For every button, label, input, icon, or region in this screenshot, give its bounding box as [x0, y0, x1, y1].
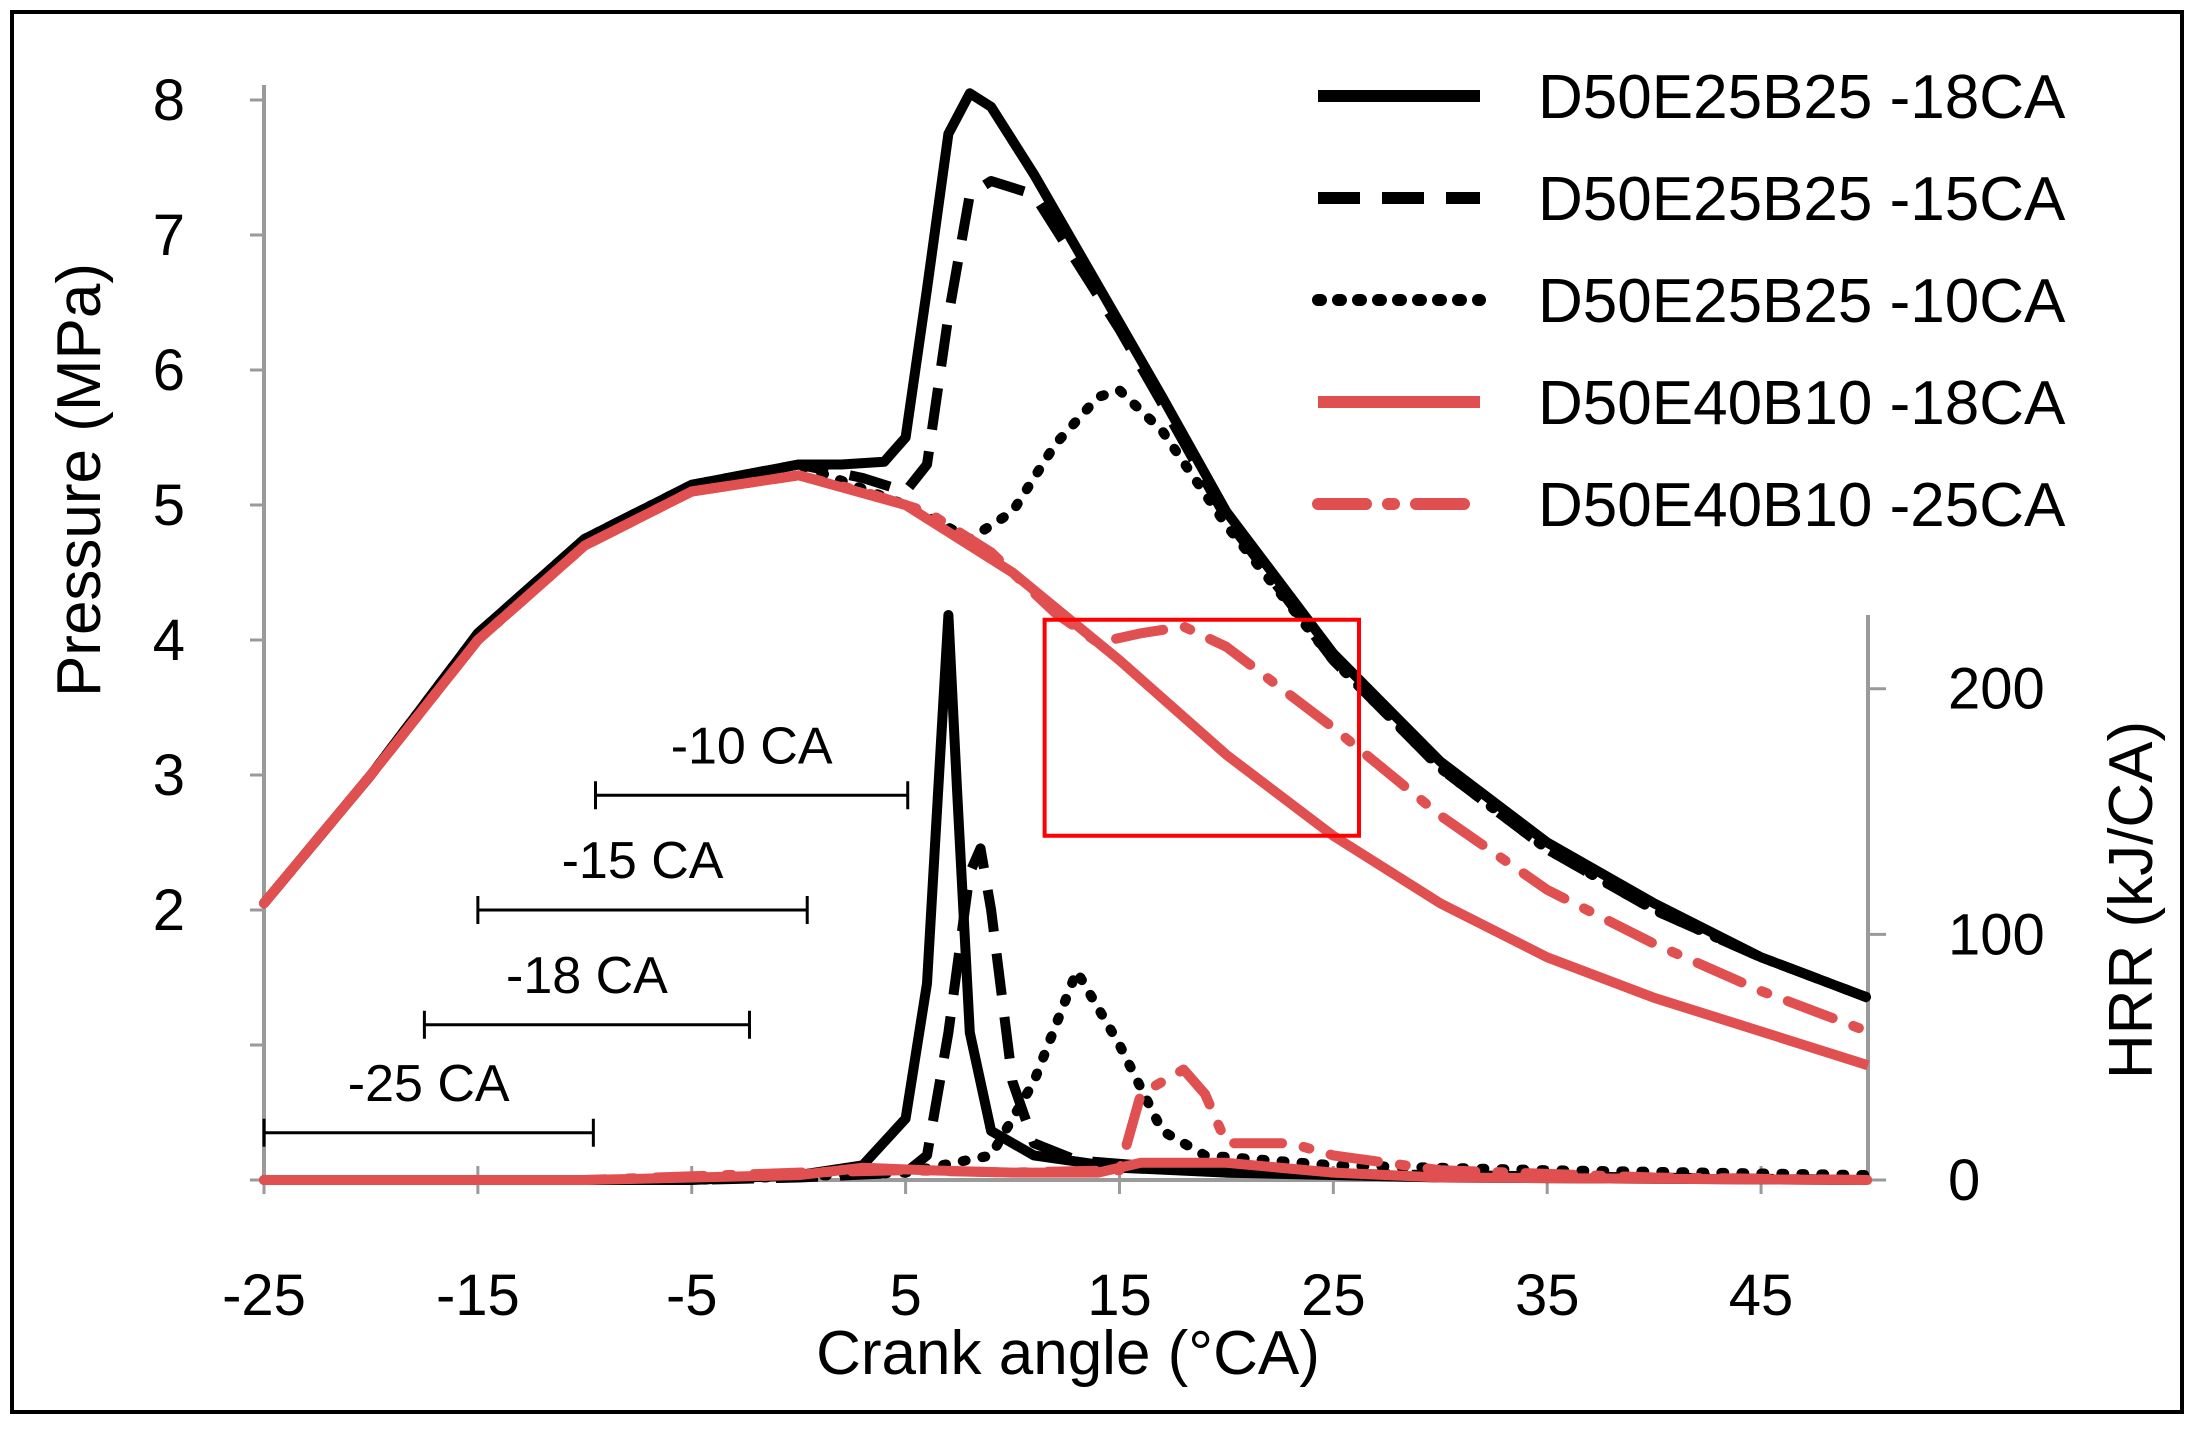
y-left-tick-label: 5: [153, 473, 185, 538]
annotation-label: -25 CA: [348, 1055, 510, 1113]
annotation-layer: -10 CA -15 CA -18 CA -25 CA: [262, 617, 1361, 1147]
x-tick-label: -15: [436, 1263, 520, 1328]
x-tick-label: 35: [1515, 1263, 1580, 1328]
x-tick-label: 45: [1729, 1263, 1794, 1328]
annotation-label: -10 CA: [671, 717, 833, 775]
y-right-tick-label: 0: [1948, 1148, 1980, 1213]
x-tick-label: -5: [666, 1263, 718, 1328]
y-left-tick-label: 4: [153, 608, 185, 673]
y-left-tick-label: 7: [153, 203, 185, 268]
series-layer: [259, 88, 1873, 1185]
y-left-tick-label: 3: [153, 743, 185, 808]
legend-label: D50E40B10 -18CA: [1538, 369, 2066, 438]
legend-label: D50E25B25 -18CA: [1538, 63, 2066, 132]
x-tick-label: 15: [1087, 1263, 1152, 1328]
annotation-label: -18 CA: [506, 947, 668, 1005]
y-axis-label-right: HRR (kJ/CA): [2097, 721, 2166, 1079]
y-right-tick-label: 200: [1948, 657, 2045, 722]
annotation-label: -15 CA: [562, 832, 724, 890]
legend-label: D50E40B10 -25CA: [1538, 471, 2066, 540]
series-line: [259, 470, 1873, 1037]
y-right-tick-label: 100: [1948, 902, 2045, 967]
legend: D50E25B25 -18CA D50E25B25 -15CA D50E25B25 …: [1312, 63, 2066, 540]
x-axis-label: Crank angle (°CA): [816, 1319, 1320, 1388]
x-tick-label: 25: [1301, 1263, 1366, 1328]
legend-label: D50E25B25 -15CA: [1538, 165, 2066, 234]
y-left-tick-label: 2: [153, 878, 185, 943]
highlight-box: [1042, 617, 1361, 838]
legend-label: D50E25B25 -10CA: [1538, 267, 2066, 336]
x-tick-label: -25: [222, 1263, 306, 1328]
y-axis-label-left: Pressure (MPa): [45, 263, 114, 697]
y-left-tick-label: 6: [153, 338, 185, 403]
series-line: [259, 1064, 1873, 1185]
x-tick-label: 5: [889, 1263, 921, 1328]
y-left-tick-label: 8: [153, 68, 185, 133]
series-line: [259, 385, 1873, 1003]
